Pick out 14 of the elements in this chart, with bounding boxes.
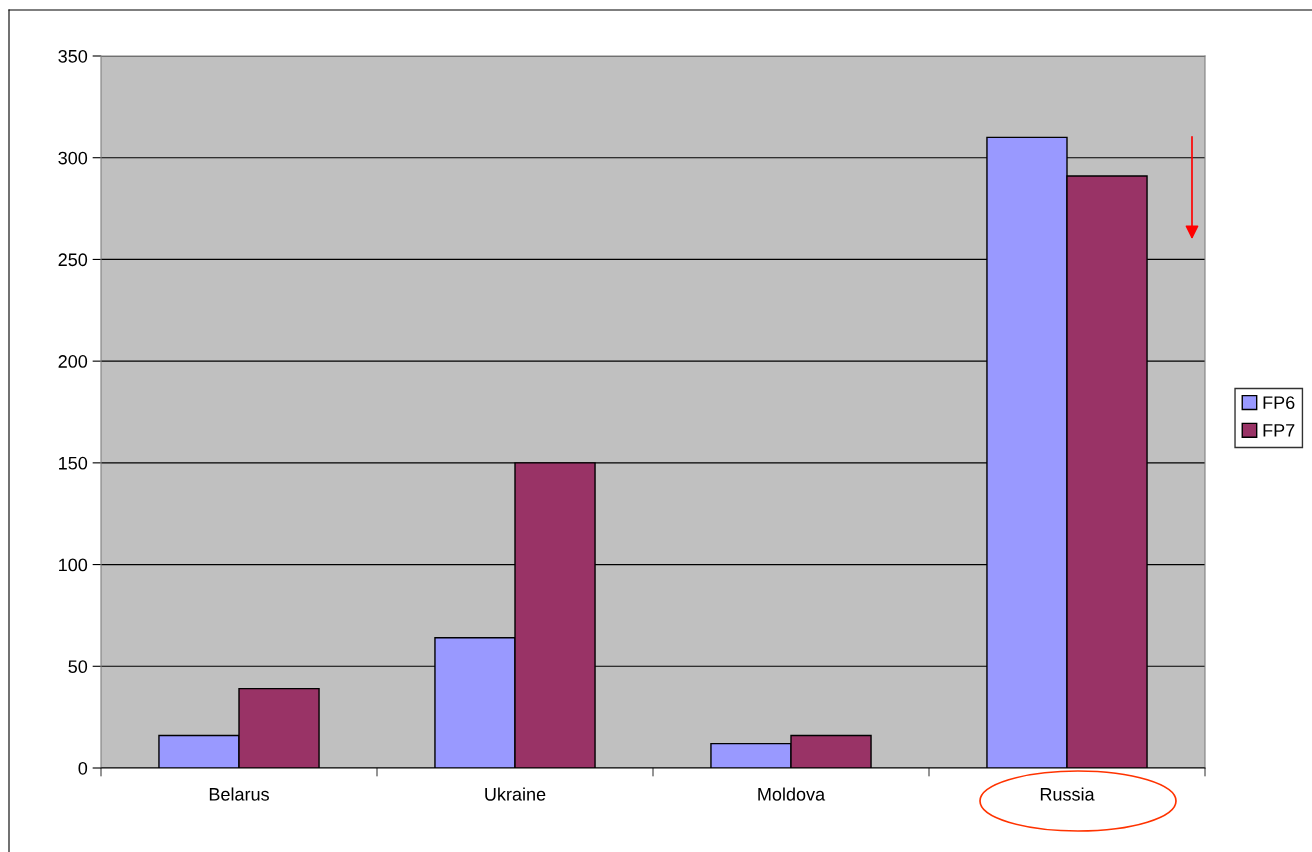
y-tick-label: 150 — [59, 456, 88, 470]
x-tick-label: Belarus — [209, 787, 269, 801]
y-tick-label: 200 — [58, 355, 88, 368]
y-tick-label: 250 — [58, 253, 88, 267]
y-tick-label: 300 — [58, 151, 88, 165]
y-tick-label: 350 — [58, 49, 88, 63]
x-tick-label: Moldova — [758, 787, 826, 801]
x-tick-label: Russia — [1040, 787, 1095, 801]
y-tick-label: 50 — [68, 660, 88, 674]
y-tick-label: 100 — [59, 558, 88, 572]
legend-label: FP6 — [1263, 396, 1295, 410]
y-tick-label: 0 — [78, 761, 88, 775]
legend-label: FP7 — [1263, 424, 1295, 437]
x-tick-label: Ukraine — [485, 787, 546, 801]
